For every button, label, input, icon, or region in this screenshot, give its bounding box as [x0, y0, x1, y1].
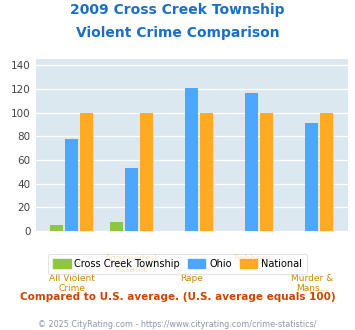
- Bar: [305, 123, 318, 231]
- Bar: [200, 113, 213, 231]
- Text: Murder &
Mans...: Murder & Mans...: [291, 274, 333, 293]
- Text: © 2025 CityRating.com - https://www.cityrating.com/crime-statistics/: © 2025 CityRating.com - https://www.city…: [38, 320, 317, 329]
- Bar: [245, 92, 258, 231]
- Text: Aggravated
Assault: Aggravated Assault: [105, 254, 158, 274]
- Bar: [50, 225, 63, 231]
- Text: 2009 Cross Creek Township: 2009 Cross Creek Township: [70, 3, 285, 17]
- Legend: Cross Creek Township, Ohio, National: Cross Creek Township, Ohio, National: [48, 254, 307, 274]
- Bar: [320, 113, 333, 231]
- Text: Violent Crime Comparison: Violent Crime Comparison: [76, 26, 279, 40]
- Text: Compared to U.S. average. (U.S. average equals 100): Compared to U.S. average. (U.S. average …: [20, 292, 335, 302]
- Bar: [80, 113, 93, 231]
- Text: Robbery: Robbery: [233, 254, 271, 263]
- Bar: [185, 88, 198, 231]
- Bar: [110, 221, 123, 231]
- Bar: [125, 168, 138, 231]
- Bar: [260, 113, 273, 231]
- Text: All Violent
Crime: All Violent Crime: [49, 274, 94, 293]
- Text: Rape: Rape: [180, 274, 203, 283]
- Bar: [65, 139, 78, 231]
- Bar: [140, 113, 153, 231]
